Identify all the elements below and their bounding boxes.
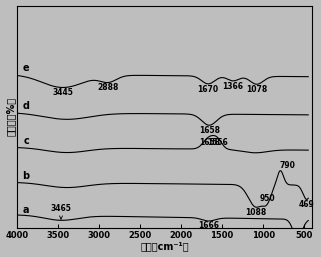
Text: 1366: 1366: [223, 82, 244, 91]
Text: 469: 469: [299, 200, 315, 209]
Text: e: e: [23, 63, 30, 73]
Text: 1666: 1666: [198, 221, 219, 230]
Text: 1658: 1658: [199, 137, 220, 146]
X-axis label: 波数（cm⁻¹）: 波数（cm⁻¹）: [140, 241, 189, 251]
Text: 790: 790: [279, 161, 295, 170]
Text: b: b: [22, 171, 30, 181]
Text: 1088: 1088: [245, 208, 266, 217]
Text: 2888: 2888: [98, 84, 119, 93]
Text: 1078: 1078: [246, 85, 267, 94]
Text: 3445: 3445: [52, 88, 73, 97]
Text: 1670: 1670: [198, 85, 219, 94]
Text: 1658: 1658: [199, 126, 220, 135]
Text: 579: 579: [0, 256, 1, 257]
Y-axis label: 透射率（%）: 透射率（%）: [6, 97, 16, 136]
Text: 1556: 1556: [207, 139, 228, 148]
Text: c: c: [24, 136, 30, 146]
Text: a: a: [23, 205, 30, 215]
Text: 3465: 3465: [50, 204, 72, 219]
Text: d: d: [22, 101, 30, 111]
Text: 950: 950: [259, 194, 275, 203]
